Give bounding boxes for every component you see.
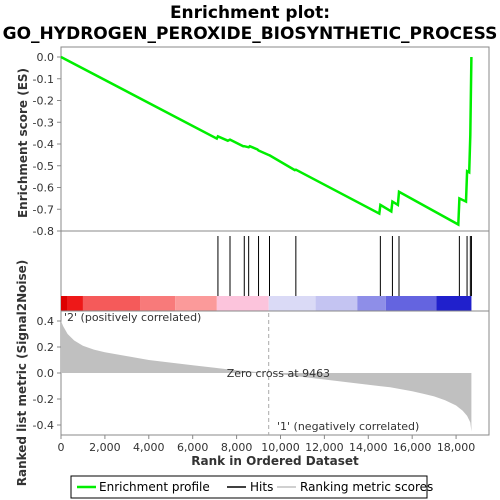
es-y-tick-label: -0.8 bbox=[33, 225, 54, 238]
zero-cross-annotation: Zero cross at 9463 bbox=[227, 367, 330, 380]
es-y-tick-label: -0.7 bbox=[33, 203, 54, 216]
color-bar-segment bbox=[175, 296, 217, 311]
color-bar-segment bbox=[385, 296, 437, 311]
color-bar-segment bbox=[140, 296, 176, 311]
legend-hits-label: Hits bbox=[250, 480, 273, 494]
es-panel: 0.0 -0.1 -0.2 -0.3 -0.4 -0.5 -0.6 -0.7 -0.8 Enri… bbox=[16, 46, 490, 238]
metric-y-tick-label: -0.4 bbox=[33, 419, 54, 432]
metric-y-tick-label: -0.2 bbox=[33, 393, 54, 406]
legend: Enrichment profile Hits Ranking metric s… bbox=[70, 475, 433, 499]
x-tick-label: 10,000 bbox=[261, 441, 300, 454]
hit-lines bbox=[217, 236, 472, 296]
metric-y-tick-label: 0.0 bbox=[37, 367, 55, 380]
es-y-tick-label: -0.2 bbox=[33, 95, 54, 108]
es-y-tick-label: -0.3 bbox=[33, 116, 54, 129]
legend-metric-label: Ranking metric scores bbox=[300, 480, 433, 494]
x-tick-label: 18,000 bbox=[437, 441, 476, 454]
es-y-ticks: 0.0 -0.1 -0.2 -0.3 -0.4 -0.5 -0.6 -0.7 -0.8 bbox=[33, 51, 61, 238]
color-bar-segment bbox=[268, 296, 316, 311]
es-y-tick-label: -0.1 bbox=[33, 73, 54, 86]
x-tick-label: 8,000 bbox=[221, 441, 253, 454]
x-tick-label: 6,000 bbox=[177, 441, 209, 454]
es-y-tick-label: -0.4 bbox=[33, 138, 54, 151]
legend-enrichment-label: Enrichment profile bbox=[99, 480, 210, 494]
metric-panel: 0.4 0.2 0.0 -0.2 -0.4 Zero cross at 9463 '2'… bbox=[15, 260, 490, 487]
es-y-tick-label: -0.5 bbox=[33, 160, 54, 173]
negative-correlation-label: '1' (negatively correlated) bbox=[277, 420, 419, 433]
es-plot-frame bbox=[60, 46, 490, 232]
hits-panel bbox=[60, 230, 490, 312]
es-y-tick-label: 0.0 bbox=[37, 51, 55, 64]
x-tick-label: 12,000 bbox=[305, 441, 344, 454]
color-bar-segment bbox=[216, 296, 269, 311]
color-bar-segment bbox=[436, 296, 472, 311]
ranked-list-color-bar bbox=[61, 296, 472, 311]
color-bar-segment bbox=[315, 296, 358, 311]
chart-title-line2: GO_HYDROGEN_PEROXIDE_BIOSYNTHETIC_PROCES… bbox=[3, 24, 498, 44]
x-tick-label: 0 bbox=[58, 441, 65, 454]
es-y-tick-label: -0.6 bbox=[33, 182, 54, 195]
color-bar-segment bbox=[357, 296, 386, 311]
metric-y-axis-label: Ranked list metric (Signal2Noise) bbox=[15, 260, 29, 487]
x-tick-label: 2,000 bbox=[89, 441, 121, 454]
x-tick-label: 16,000 bbox=[393, 441, 432, 454]
color-bar-segment bbox=[61, 296, 68, 311]
x-tick-label: 14,000 bbox=[349, 441, 388, 454]
chart-title-line1: Enrichment plot: bbox=[170, 3, 330, 23]
enrichment-profile-line bbox=[60, 55, 473, 227]
metric-y-tick-label: 0.4 bbox=[37, 315, 55, 328]
metric-y-tick-label: 0.2 bbox=[37, 341, 55, 354]
x-axis-ticks: 0 2,000 4,000 6,000 8,000 10,000 12,000 14,000 1… bbox=[58, 435, 476, 454]
es-y-axis-label: Enrichment score (ES) bbox=[16, 68, 30, 218]
color-bar-segment bbox=[82, 296, 141, 311]
metric-y-ticks: 0.4 0.2 0.0 -0.2 -0.4 bbox=[33, 315, 61, 432]
positive-correlation-label: '2' (positively correlated) bbox=[64, 311, 201, 324]
ranking-metric-area bbox=[61, 321, 472, 432]
color-bar-segment bbox=[67, 296, 83, 311]
x-axis-label: Rank in Ordered Dataset bbox=[191, 454, 359, 468]
x-tick-label: 4,000 bbox=[133, 441, 165, 454]
legend-frame bbox=[70, 475, 428, 499]
